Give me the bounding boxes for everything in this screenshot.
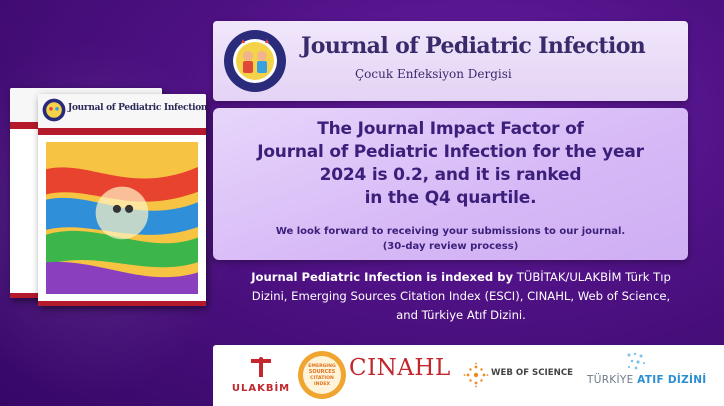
impact-line-1: The Journal Impact Factor of bbox=[317, 119, 584, 139]
cover-band bbox=[38, 128, 206, 135]
journal-seal-icon bbox=[224, 30, 286, 92]
turkiye-atif-dizini-logo: TÜRKİYE ATIF DİZİNİ bbox=[587, 351, 723, 401]
atif-wordmark-blue: ATIF DİZİNİ bbox=[637, 374, 707, 386]
journal-seal-icon bbox=[42, 98, 66, 122]
review-process: (30-day review process) bbox=[382, 241, 519, 252]
ulakbim-wordmark: ULAKBİM bbox=[231, 383, 291, 394]
journal-masthead: Journal of Pediatric Infection Çocuk Enf… bbox=[213, 21, 688, 101]
submission-note: We look forward to receiving your submis… bbox=[213, 224, 688, 254]
index-logos-bar: ULAKBİM EMERGING SOURCES CITATION INDEX … bbox=[213, 345, 724, 406]
impact-headline: The Journal Impact Factor of Journal of … bbox=[213, 118, 688, 210]
atif-wordmark-gray: TÜRKİYE bbox=[587, 374, 634, 386]
indexing-line-2: Dizini, Emerging Sources Citation Index … bbox=[251, 289, 671, 303]
journal-cover-front: Journal of Pediatric Infection bbox=[38, 94, 206, 306]
ulakbim-logo: ULAKBİM bbox=[229, 353, 293, 399]
submission-invite: We look forward to receiving your submis… bbox=[275, 226, 626, 237]
impact-line-3: 2024 is 0.2, and it is ranked bbox=[319, 165, 582, 185]
esci-text-4: INDEX bbox=[314, 381, 331, 387]
indexing-rest: TÜBİTAK/ULAKBİM Türk Tıp bbox=[513, 270, 671, 284]
masthead-subtitle: Çocuk Enfeksiyon Dergisi bbox=[355, 67, 512, 81]
indexing-lead: Journal Pediatric Infection is indexed b… bbox=[251, 270, 514, 284]
atif-dizini-dots-icon bbox=[627, 352, 646, 370]
indexing-line-3: and Türkiye Atıf Dizini. bbox=[396, 308, 526, 322]
impact-line-2: Journal of Pediatric Infection for the y… bbox=[257, 142, 644, 162]
esci-text-1: EMERGING bbox=[308, 363, 336, 369]
cinahl-wordmark: CINAHL bbox=[349, 355, 451, 381]
cover-title: Journal of Pediatric Infection bbox=[68, 103, 206, 113]
tubitak-mark-icon bbox=[251, 357, 271, 377]
impact-line-4: in the Q4 quartile. bbox=[364, 188, 537, 208]
impact-factor-panel: The Journal Impact Factor of Journal of … bbox=[213, 108, 688, 260]
masthead-title: Journal of Pediatric Infection bbox=[301, 33, 646, 59]
cover-header: Journal of Pediatric Infection bbox=[38, 94, 206, 128]
cover-artwork bbox=[46, 142, 198, 294]
web-of-science-wordmark: WEB OF SCIENCE bbox=[491, 368, 573, 378]
web-of-science-logo: WEB OF SCIENCE bbox=[463, 362, 579, 388]
atif-dizini-wordmark: TÜRKİYE ATIF DİZİNİ bbox=[587, 374, 707, 386]
cinahl-logo: CINAHL bbox=[349, 355, 459, 395]
esci-text-2: SOURCES bbox=[309, 369, 336, 375]
journal-covers: Journal of Pediatric Infection bbox=[10, 88, 210, 310]
indexing-statement: Journal Pediatric Infection is indexed b… bbox=[213, 268, 709, 325]
cover-footer bbox=[38, 301, 206, 306]
web-of-science-globe-icon bbox=[463, 362, 489, 388]
indexing-line-1: Journal Pediatric Infection is indexed b… bbox=[213, 268, 709, 287]
esci-badge-icon: EMERGING SOURCES CITATION INDEX bbox=[298, 351, 346, 399]
esci-text-3: CITATION bbox=[310, 375, 334, 381]
